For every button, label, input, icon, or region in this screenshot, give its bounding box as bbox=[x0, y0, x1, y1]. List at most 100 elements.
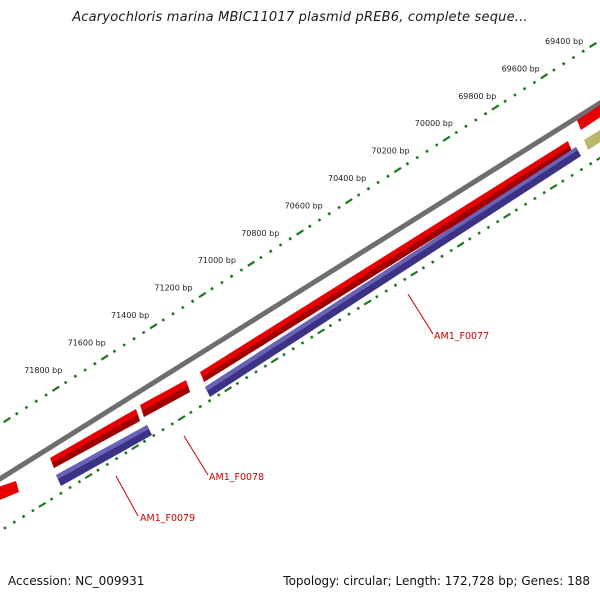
gene-leaders bbox=[115, 293, 434, 517]
outer-ruler-minor-tick bbox=[454, 130, 459, 135]
cds-bar-am1-f0077-hilite bbox=[205, 147, 578, 391]
inner-ruler-minor-tick bbox=[486, 225, 491, 230]
inner-ruler-minor-tick bbox=[170, 422, 175, 426]
inner-ruler-minor-tick bbox=[375, 294, 379, 299]
ruler-label: 69400 bp bbox=[545, 37, 583, 46]
inner-ruler-major-tick bbox=[456, 241, 465, 248]
outer-ruler-minor-tick bbox=[561, 61, 566, 66]
inner-ruler-major-tick bbox=[549, 183, 558, 190]
inner-ruler-minor-tick bbox=[151, 433, 156, 438]
outer-ruler-minor-tick bbox=[483, 111, 488, 116]
inner-ruler-minor-tick bbox=[440, 254, 444, 259]
gene-label-am1-f0079[interactable]: AM1_F0079 bbox=[140, 513, 195, 524]
outer-ruler-major-tick bbox=[491, 104, 500, 111]
topology-summary: Topology: circular; Length: 172,728 bp; … bbox=[283, 574, 590, 588]
inner-ruler-minor-tick bbox=[198, 404, 202, 409]
inner-ruler-minor-tick bbox=[533, 196, 537, 201]
outer-ruler-minor-tick bbox=[288, 236, 293, 241]
inner-ruler-minor-tick bbox=[449, 248, 454, 253]
inner-ruler-minor-tick bbox=[310, 335, 314, 339]
inner-ruler-minor-tick bbox=[523, 202, 528, 207]
inner-ruler-minor-tick bbox=[384, 289, 388, 293]
outer-ruler-major-tick bbox=[589, 41, 597, 49]
ruler-label: 71400 bp bbox=[111, 311, 149, 320]
outer-ruler-minor-tick bbox=[278, 243, 283, 247]
outer-ruler-minor-tick bbox=[405, 161, 410, 166]
outer-ruler-major-tick bbox=[344, 198, 353, 205]
inner-ruler-minor-tick bbox=[393, 283, 398, 287]
inner-ruler-major-tick bbox=[224, 386, 233, 393]
outer-ruler-major-tick bbox=[247, 260, 256, 267]
inner-ruler-minor-tick bbox=[12, 520, 17, 524]
outer-ruler-major-tick bbox=[100, 354, 109, 361]
ruler-label: 70200 bp bbox=[371, 147, 409, 156]
outer-ruler-major-tick bbox=[442, 135, 451, 142]
ruler-label: 70400 bp bbox=[328, 174, 366, 183]
outer-ruler-minor-tick bbox=[552, 68, 556, 72]
inner-ruler-minor-tick bbox=[337, 318, 342, 322]
inner-ruler-minor-tick bbox=[356, 306, 361, 311]
inner-ruler-minor-tick bbox=[49, 497, 54, 501]
inner-ruler-major-tick bbox=[317, 328, 326, 335]
plasmid-backbone bbox=[0, 100, 600, 482]
outer-ruler-major-tick bbox=[198, 291, 207, 299]
gene-arrow-partial-left[interactable] bbox=[0, 481, 19, 502]
gene-arrow-partial-right[interactable] bbox=[577, 102, 600, 130]
inner-ruler-minor-tick bbox=[124, 451, 128, 455]
cds-features bbox=[56, 147, 581, 486]
outer-ruler-minor-tick bbox=[14, 411, 19, 416]
outer-ruler-minor-tick bbox=[239, 268, 244, 272]
inner-ruler-minor-tick bbox=[59, 491, 63, 496]
outer-ruler-minor-tick bbox=[464, 124, 468, 129]
inner-ruler-minor-tick bbox=[403, 277, 407, 282]
inner-ruler-minor-tick bbox=[588, 162, 593, 166]
inner-ruler-minor-tick bbox=[114, 456, 119, 461]
gene-arrow-am1-f0078-shade bbox=[142, 386, 190, 417]
inner-ruler-major-tick bbox=[177, 415, 186, 422]
outer-ruler-minor-tick bbox=[571, 55, 576, 60]
outer-ruler-minor-tick bbox=[34, 399, 39, 404]
outer-ruler-minor-tick bbox=[132, 336, 136, 341]
leader-am1-f0079 bbox=[115, 475, 139, 517]
inner-ruler-minor-tick bbox=[300, 341, 305, 345]
ruler-labels: 69400 bp 69600 bp 69800 bp 70000 bp 70200 bp… bbox=[24, 37, 583, 375]
outer-ruler-minor-tick bbox=[44, 393, 48, 397]
ruler-label: 71800 bp bbox=[24, 366, 62, 375]
outer-ruler-minor-tick bbox=[171, 311, 175, 316]
inner-ruler-minor-tick bbox=[254, 370, 258, 374]
inner-ruler-major-tick bbox=[84, 472, 93, 480]
outer-ruler-minor-tick bbox=[327, 211, 332, 216]
inner-ruler-major-tick bbox=[596, 156, 600, 162]
outer-ruler-minor-tick bbox=[522, 86, 527, 91]
ruler-label: 71600 bp bbox=[68, 338, 106, 347]
gene-label-am1-f0078[interactable]: AM1_F0078 bbox=[209, 472, 264, 483]
leader-am1-f0077 bbox=[407, 293, 434, 335]
other-feature-partial[interactable] bbox=[584, 127, 600, 150]
outer-ruler-minor-tick bbox=[317, 218, 322, 222]
inner-ruler-major-tick bbox=[270, 357, 279, 364]
outer-ruler-minor-tick bbox=[210, 286, 214, 291]
inner-ruler-minor-tick bbox=[570, 173, 574, 178]
ruler-label: 71000 bp bbox=[198, 256, 236, 265]
map-title: Acaryochloris marina MBIC11017 plasmid p… bbox=[72, 10, 528, 25]
outer-ruler-minor-tick bbox=[93, 361, 97, 366]
outer-ruler-major-tick bbox=[51, 385, 60, 392]
gene-label-am1-f0077[interactable]: AM1_F0077 bbox=[434, 331, 489, 342]
outer-ruler-minor-tick bbox=[415, 155, 419, 160]
inner-ruler-minor-tick bbox=[96, 468, 100, 472]
inner-ruler-major-tick bbox=[410, 270, 419, 277]
outer-ruler-minor-tick bbox=[190, 299, 195, 304]
cds-bar-am1-f0077[interactable] bbox=[205, 147, 581, 397]
outer-ruler-major-tick bbox=[149, 323, 158, 330]
outer-ruler-minor-tick bbox=[63, 380, 68, 385]
outer-ruler-major-tick bbox=[3, 416, 11, 424]
ruler-label: 70600 bp bbox=[285, 201, 323, 210]
outer-ruler-major-tick bbox=[296, 229, 304, 236]
gene-arrow-am1-f0079-shade bbox=[52, 415, 140, 468]
outer-ruler-minor-tick bbox=[24, 405, 29, 410]
outer-ruler-minor-tick bbox=[513, 93, 517, 97]
inner-ruler-minor-tick bbox=[477, 231, 481, 235]
outer-ruler-minor-tick bbox=[112, 349, 117, 354]
outer-ruler-minor-tick bbox=[474, 118, 478, 122]
